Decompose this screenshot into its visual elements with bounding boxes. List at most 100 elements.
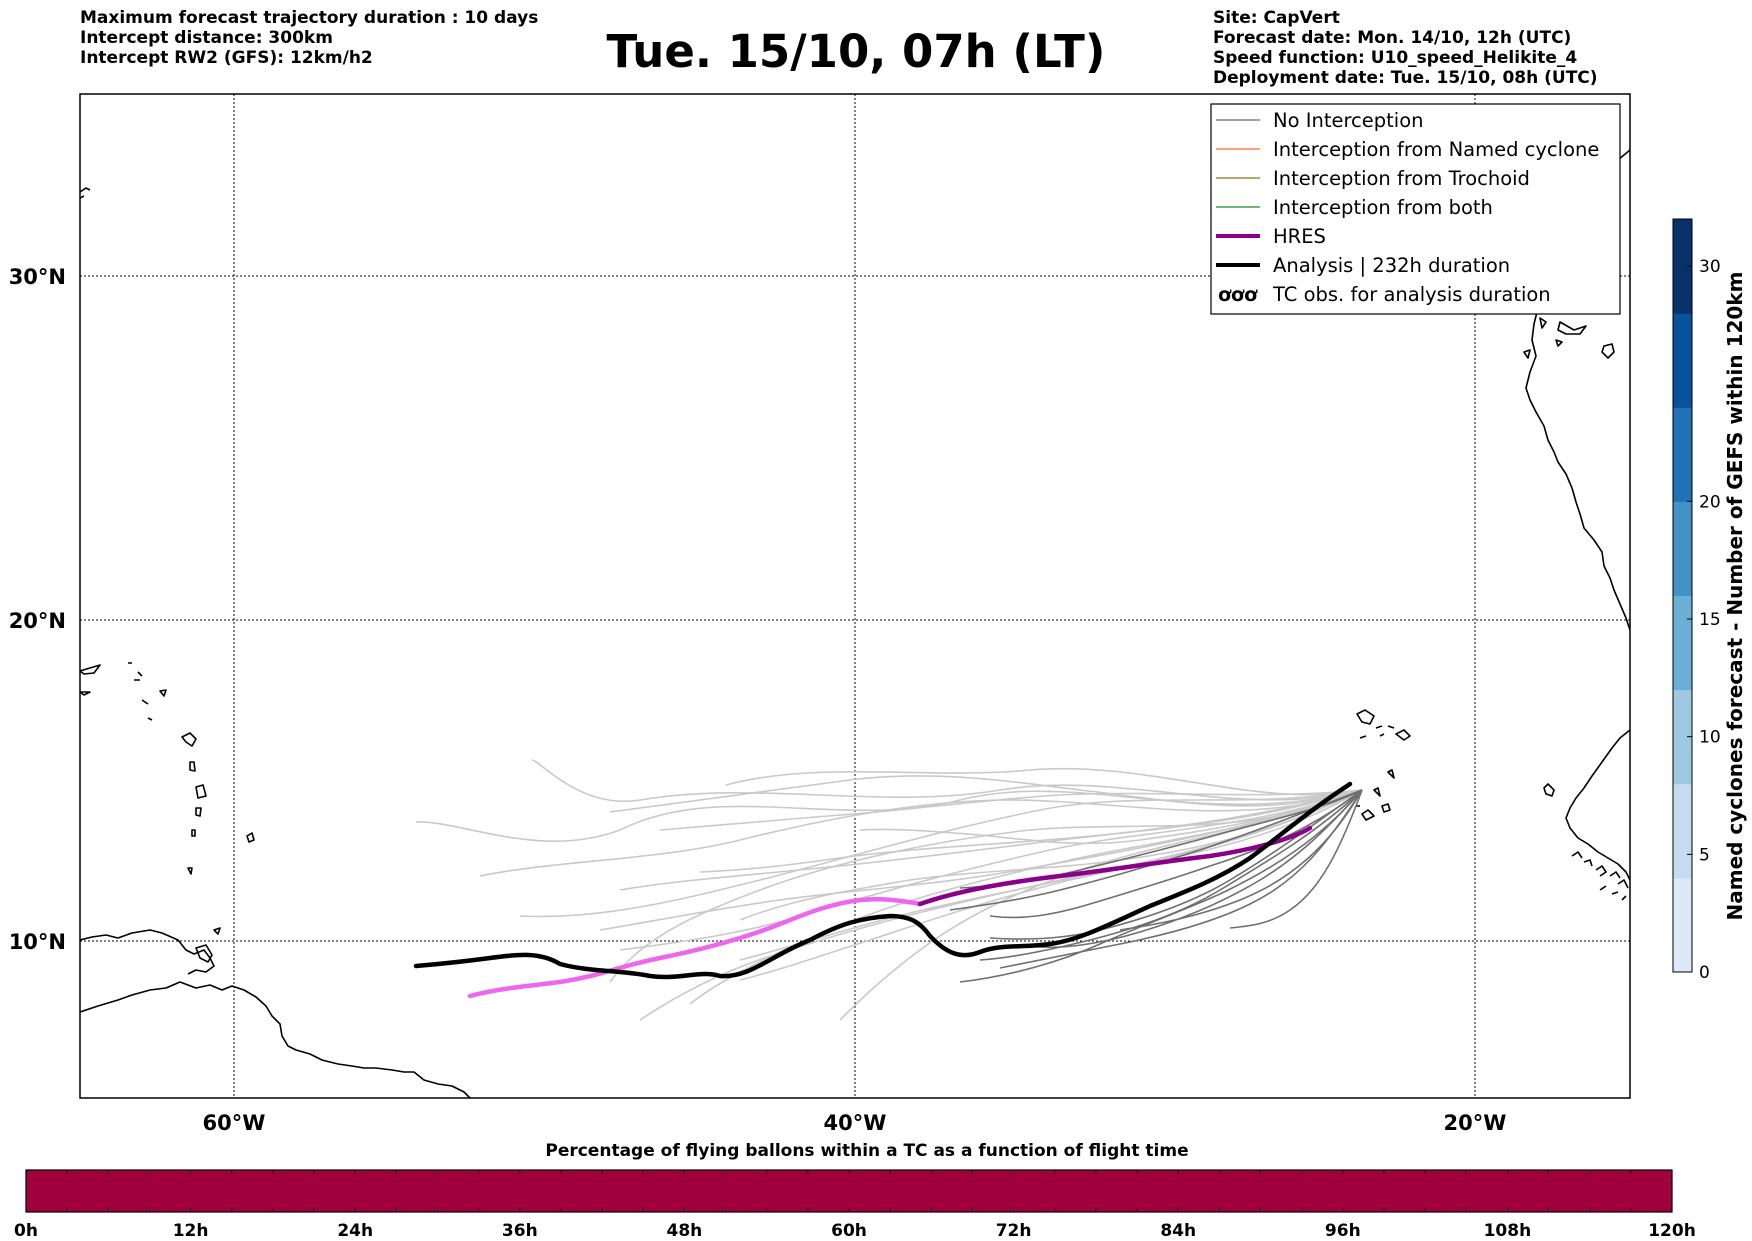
lon-label-20w: 20°W [1444,1111,1507,1135]
bottom-colorbar-tick-label: 120h [1648,1221,1696,1241]
venezuela-coast [80,929,215,975]
south-america-coast [80,981,471,1098]
legend-box [1210,103,1621,315]
ensemble-track [699,789,1363,873]
bottom-colorbar-tick-label: 72h [996,1221,1032,1241]
ensemble-track [619,789,1363,951]
st-lucia-island [195,807,202,817]
ensemble-track [949,789,1363,911]
bottom-colorbar-tick-label: 48h [667,1221,703,1241]
analysis-track [413,781,1353,980]
right-colorbar: 0 5 10 15 20 30 Named cyclones forecast - Num… [1672,218,1747,983]
bottom-colorbar-tick-label: 84h [1160,1221,1196,1241]
ensemble-track [859,789,1363,845]
axis-labels: 60°W 40°W 20°W 30°N 20°N 10°N [9,265,1507,1135]
colorbar-segment [1673,877,1692,973]
ensemble-track [959,789,1363,983]
header-right: Site: CapVert Forecast date: Mon. 14/10,… [1213,8,1598,88]
colorbar-segment [1673,689,1692,785]
ensemble-track [989,789,1363,919]
ensemble-track [609,775,1363,813]
bijagos-islands [1571,851,1629,901]
header-left: Maximum forecast trajectory duration : 1… [80,8,538,68]
bottom-colorbar-ticks: 0h 12h 24h 36h 48h 60h 72h 84h 96h 108h 120h [14,1221,1696,1241]
header-intercept-distance: Intercept distance: 300km [80,28,333,48]
header-forecast-date: Forecast date: Mon. 14/10, 12h (UTC) [1213,28,1572,48]
ensemble-track [479,789,1363,877]
ensemble-track [1029,789,1363,949]
lat-label-20n: 20°N [9,609,66,633]
right-colorbar-fill [1673,219,1692,973]
legend-rows: No Interception Interception from Named c… [1216,109,1599,306]
dominica-island [189,761,196,772]
bottom-colorbar-tick-label: 108h [1484,1221,1532,1241]
header-site: Site: CapVert [1213,8,1340,28]
legend-label: Interception from both [1273,196,1493,219]
bottom-colorbar-tick-label: 24h [337,1221,373,1241]
colorbar-tick-label: 10 [1699,728,1721,748]
colorbar-tick-label: 15 [1699,610,1721,630]
legend: No Interception Interception from Named c… [1210,103,1621,315]
ensemble-track [519,789,1363,918]
legend-label: Interception from Trochoid [1273,167,1530,190]
hres-track-late [917,825,1313,907]
bottom-colorbar-tick-label: 96h [1325,1221,1361,1241]
senegal-coast [1543,783,1555,797]
barbados-island [246,832,255,843]
ensemble-track [1119,789,1363,931]
header-speed-function: Speed function: U10_speed_Helikite_4 [1213,48,1578,68]
cape-verde-islands [1356,709,1411,821]
colorbar-tick-label: 0 [1699,963,1710,983]
colorbar-tick-label: 20 [1699,492,1721,512]
ensemble-track [531,759,1363,803]
ensemble-track [599,789,1363,931]
colorbar-segment [1673,407,1692,502]
martinique-island [195,784,207,799]
lat-label-10n: 10°N [9,930,66,954]
colorbar-segment [1673,595,1692,691]
bottom-colorbar-minor-ticks [66,1170,1632,1212]
legend-label: TC obs. for analysis duration [1272,283,1551,306]
colorbar-tick-label: 5 [1699,845,1710,865]
bottom-colorbar-title: Percentage of flying ballons within a TC… [545,1141,1188,1161]
ensemble-track [619,789,1363,891]
ensemble-track [999,789,1363,969]
trinidad-island [195,944,213,963]
africa-coast-west [1565,729,1630,881]
header-max-duration: Maximum forecast trajectory duration : 1… [80,8,539,28]
bottom-colorbar-tick-label: 12h [173,1221,209,1241]
header-intercept-rw2: Intercept RW2 (GFS): 12km/h2 [80,48,373,68]
ensemble-track [1229,789,1363,929]
ensemble-track [739,789,1363,961]
hres-track [467,896,923,999]
right-colorbar-ticks: 0 5 10 15 20 30 [1687,257,1721,983]
lon-label-60w: 60°W [203,1111,266,1135]
lat-label-30n: 30°N [9,265,66,289]
colorbar-segment [1673,783,1692,879]
legend-label: HRES [1273,225,1326,248]
lon-label-40w: 40°W [824,1111,887,1135]
ensemble-track [725,767,1363,796]
antigua-island [159,689,167,697]
ensemble-track [609,789,1363,983]
colorbar-segment [1673,219,1692,314]
guadeloupe-island [181,732,197,747]
right-colorbar-label: Named cyclones forecast - Number of GEFS… [1723,272,1747,921]
grenada-island [187,867,193,875]
bottom-colorbar-fill [25,1169,1673,1213]
bottom-colorbar-tick-label: 60h [831,1221,867,1241]
bottom-colorbar-tick-label: 0h [14,1221,38,1241]
canary-islands [1523,317,1615,359]
colorbar-segment [1673,313,1692,408]
colorbar-tick-label: 30 [1699,257,1721,277]
right-colorbar-frame [1672,218,1693,973]
tobago-island [213,927,221,935]
ensemble-trajectories-light [415,759,1363,1021]
ensemble-track [659,789,1363,831]
map-frame [79,93,1631,1099]
virgin-islands [80,662,153,721]
legend-label: Analysis | 232h duration [1273,254,1510,277]
bottom-colorbar: Percentage of flying ballons within a TC… [14,1141,1696,1241]
colorbar-segment [1673,501,1692,596]
